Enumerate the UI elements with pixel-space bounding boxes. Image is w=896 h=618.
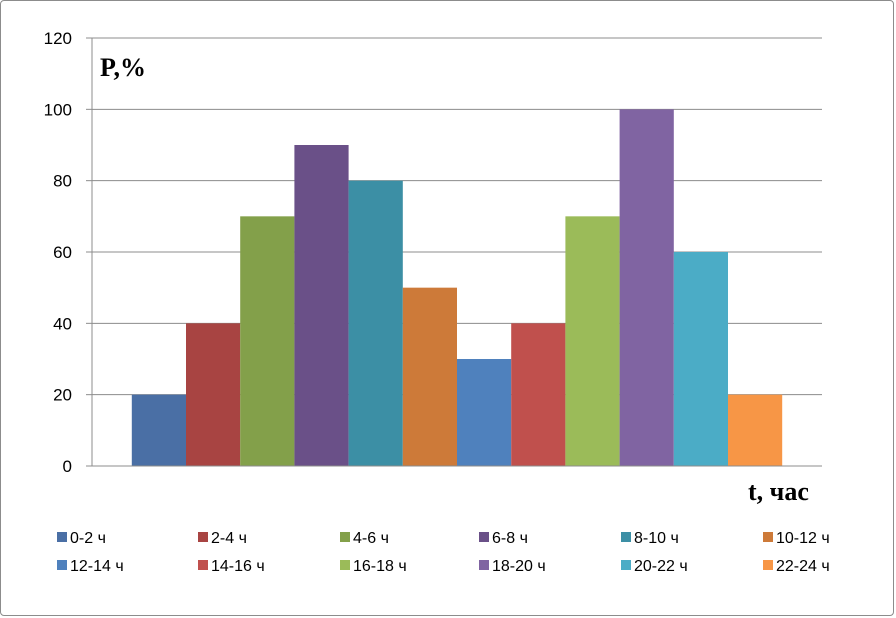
legend-label: 16-18 ч [353,558,407,575]
y-tick-label: 20 [53,386,72,405]
y-tick-label: 0 [63,457,72,476]
legend-swatch [340,532,350,542]
bar-14-16-ч [511,323,566,466]
legend-swatch [340,560,350,570]
y-tick-label: 100 [44,100,72,119]
legend-label: 6-8 ч [492,530,528,547]
legend-swatch [198,532,208,542]
bar-6-8-ч [294,145,349,466]
y-tick-label: 60 [53,243,72,262]
legend-swatch [621,532,631,542]
bar-10-12-ч [402,287,457,466]
legend-swatch [57,560,67,570]
y-tick-label: 40 [53,314,72,333]
y-tick-label: 80 [53,172,72,191]
legend-swatch [479,532,489,542]
legend-label: 12-14 ч [70,558,124,575]
legend-label: 8-10 ч [634,530,679,547]
legend-swatch [763,532,773,542]
bar-20-22-ч [673,252,728,466]
legend-label: 0-2 ч [70,530,106,547]
bar-16-18-ч [565,216,620,466]
y-axis-ticks: 0 20 40 60 80 100 120 [44,29,72,476]
bar-12-14-ч [457,359,512,466]
legend-swatch [763,560,773,570]
legend-swatch [57,532,67,542]
bar-2-4-ч [186,323,241,466]
legend-swatch [479,560,489,570]
bar-4-6-ч [240,216,295,466]
legend-label: 2-4 ч [211,530,247,547]
bars [131,109,783,466]
legend-label: 14-16 ч [211,558,265,575]
legend-label: 10-12 ч [776,530,830,547]
legend-label: 20-22 ч [634,558,688,575]
x-axis-title: t, час [748,477,809,506]
bar-22-24-ч [728,394,783,466]
legend-label: 22-24 ч [776,558,830,575]
legend: 0-2 ч 2-4 ч 4-6 ч 6-8 ч 8-10 ч 10-12 ч 12-14 ч… [57,530,830,575]
bar-0-2-ч [131,394,186,466]
legend-label: 18-20 ч [492,558,546,575]
legend-swatch [621,560,631,570]
legend-label: 4-6 ч [353,530,389,547]
y-tick-label: 120 [44,29,72,48]
legend-swatch [198,560,208,570]
bar-18-20-ч [619,109,674,466]
y-axis-title: P,% [100,53,146,82]
bar-8-10-ч [348,180,403,466]
